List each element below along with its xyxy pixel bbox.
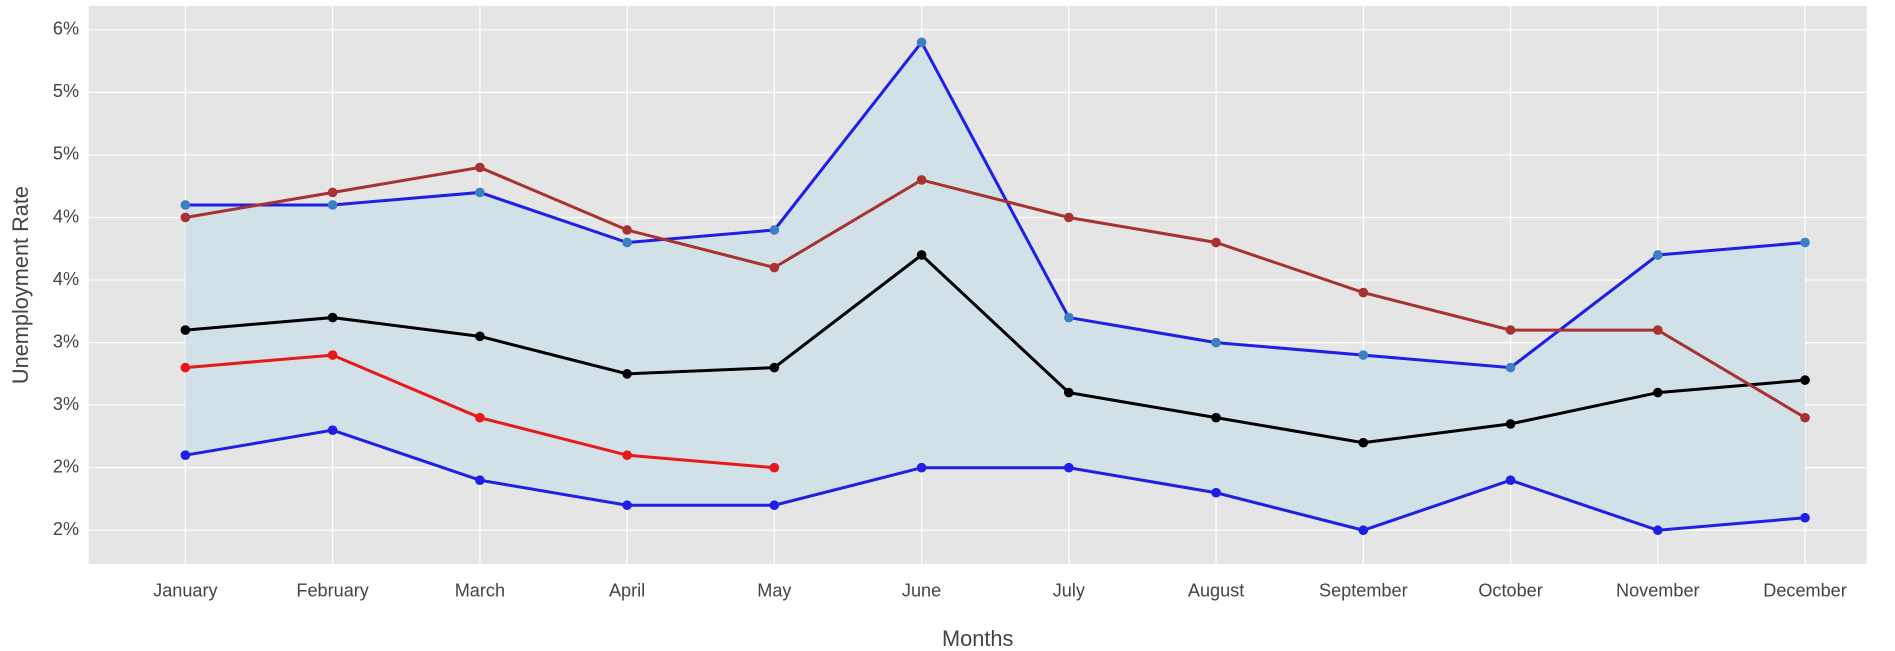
marker — [1505, 362, 1516, 373]
x-tick-label: June — [902, 581, 941, 601]
marker — [327, 200, 338, 210]
marker — [1505, 325, 1516, 335]
marker — [1211, 237, 1221, 248]
marker — [180, 450, 191, 461]
x-tick-label: January — [153, 581, 218, 601]
marker — [327, 312, 338, 323]
marker — [1800, 512, 1810, 523]
marker — [769, 262, 780, 273]
marker — [475, 412, 485, 423]
line — [185, 428, 1806, 532]
marker — [327, 350, 338, 360]
x-tick-label: February — [296, 581, 369, 601]
marker — [769, 362, 780, 373]
marker — [622, 500, 632, 511]
marker — [1358, 437, 1369, 448]
marker — [916, 250, 927, 260]
line — [185, 165, 1806, 419]
marker — [1800, 375, 1810, 385]
x-axis-title: Months — [942, 626, 1013, 651]
y-tick-label: 5% — [53, 81, 79, 101]
y-tick-label: 3% — [53, 331, 79, 351]
x-tick-label: May — [757, 581, 792, 601]
marker — [180, 200, 191, 210]
y-tick-label: 4% — [53, 269, 79, 289]
x-tick-label: March — [455, 581, 505, 601]
marker — [475, 475, 485, 486]
y-tick-label: 2% — [53, 519, 79, 539]
x-tick-label: August — [1188, 581, 1244, 601]
marker — [475, 162, 485, 173]
marker — [1358, 287, 1369, 298]
y-tick-label: 5% — [53, 144, 79, 164]
x-tick-label: December — [1763, 581, 1847, 601]
marker — [180, 212, 191, 223]
marker — [1063, 387, 1074, 398]
marker — [1358, 350, 1369, 360]
marker — [1800, 412, 1810, 423]
marker — [1211, 412, 1221, 423]
marker — [622, 237, 632, 248]
marker — [1800, 237, 1810, 248]
marker — [769, 462, 780, 473]
y-tick-label: 2% — [53, 456, 79, 476]
x-tick-label: July — [1053, 581, 1086, 601]
marker — [1652, 250, 1663, 260]
line — [185, 39, 1806, 370]
marker — [1652, 325, 1663, 335]
marker — [1505, 475, 1516, 486]
marker — [1652, 525, 1663, 536]
marker — [180, 325, 191, 335]
marker — [622, 369, 632, 379]
band-area — [185, 42, 1806, 531]
marker — [1063, 462, 1074, 473]
y-tick-label: 6% — [53, 19, 79, 39]
marker — [1211, 337, 1221, 348]
marker — [622, 450, 632, 461]
marker — [622, 225, 632, 235]
x-tick-label: April — [609, 581, 645, 601]
x-tick-label: September — [1319, 581, 1408, 601]
marker — [327, 425, 338, 436]
marker — [769, 225, 780, 235]
marker — [1211, 487, 1221, 498]
y-axis-title: Unemployment Rate — [8, 186, 33, 384]
marker — [1358, 525, 1369, 536]
line — [185, 253, 1806, 445]
marker — [475, 331, 485, 342]
y-tick-label: 3% — [53, 394, 79, 414]
marker — [916, 462, 927, 473]
marker — [327, 187, 338, 198]
marker — [769, 500, 780, 511]
marker — [1063, 212, 1074, 223]
marker — [1063, 312, 1074, 323]
x-tick-label: November — [1616, 581, 1700, 601]
marker — [916, 37, 927, 48]
marker — [475, 187, 485, 198]
marker — [180, 362, 191, 373]
y-tick-label: 4% — [53, 206, 79, 226]
marker — [1505, 419, 1516, 429]
marker — [1652, 387, 1663, 398]
x-tick-label: October — [1478, 581, 1542, 601]
marker — [916, 175, 927, 185]
